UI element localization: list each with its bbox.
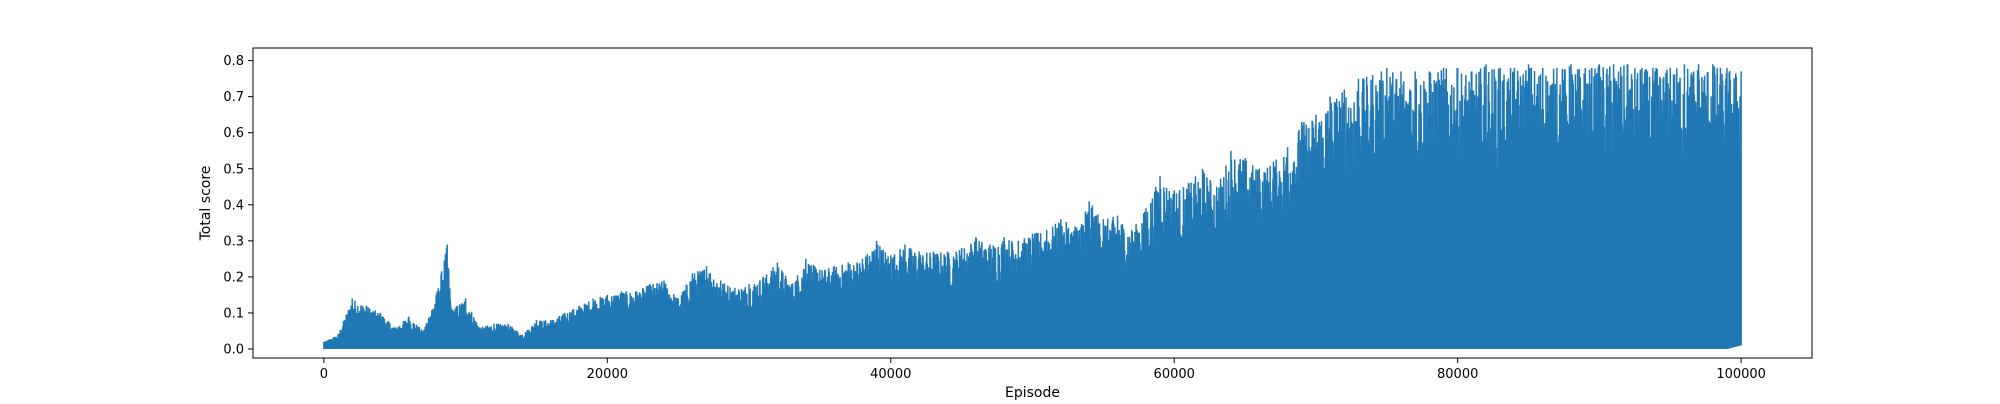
x-tick-label: 20000	[587, 367, 628, 382]
x-tick-label: 0	[320, 367, 328, 382]
x-tick-label: 80000	[1437, 367, 1478, 382]
plot-area	[323, 64, 1742, 350]
y-tick-label: 0.5	[223, 162, 244, 177]
y-tick-label: 0.8	[223, 54, 244, 69]
y-axis-label: Total score	[198, 166, 214, 242]
y-tick-label: 0.0	[223, 342, 244, 357]
y-axis-ticks: 0.0 0.1 0.2 0.3 0.4 0.5 0.6 0.7 0.8	[223, 54, 253, 357]
x-axis-label: Episode	[1005, 385, 1060, 400]
y-tick-label: 0.1	[223, 306, 244, 321]
x-axis-ticks: 0 20000 40000 60000 80000 100000	[320, 358, 1766, 382]
y-tick-label: 0.7	[223, 90, 244, 105]
x-tick-label: 100000	[1716, 367, 1766, 382]
y-tick-label: 0.2	[223, 270, 244, 285]
y-tick-label: 0.3	[223, 234, 244, 249]
x-tick-label: 60000	[1154, 367, 1195, 382]
axes-frame	[252, 47, 1813, 359]
y-tick-label: 0.6	[223, 126, 244, 141]
y-tick-label: 0.4	[223, 198, 244, 213]
total-score-line	[323, 64, 1742, 350]
x-tick-label: 40000	[870, 367, 911, 382]
